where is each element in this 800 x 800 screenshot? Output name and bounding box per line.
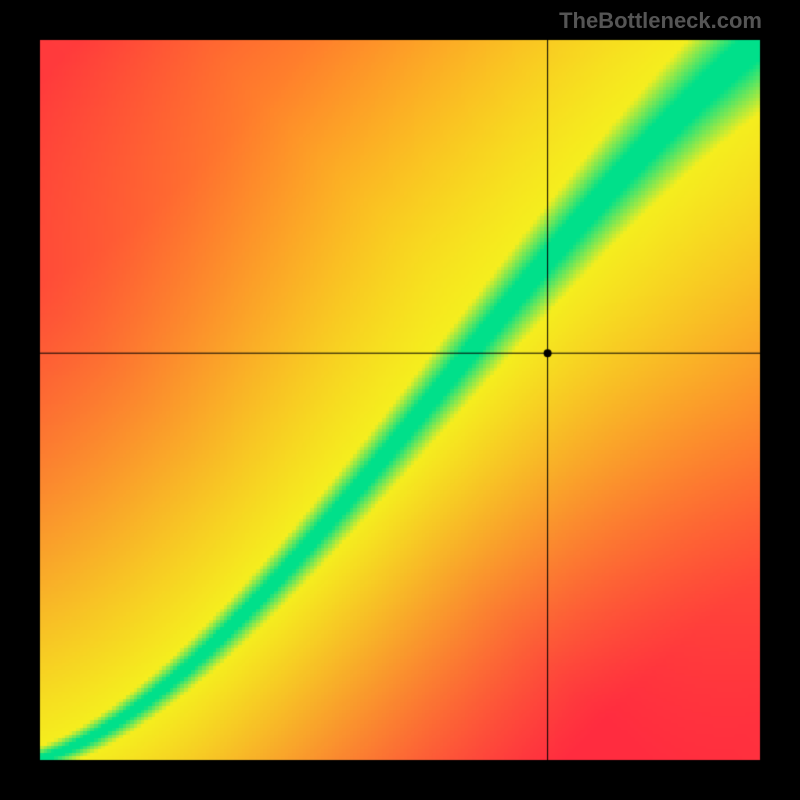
bottleneck-heatmap-canvas xyxy=(0,0,800,800)
chart-root: TheBottleneck.com xyxy=(0,0,800,800)
watermark-text: TheBottleneck.com xyxy=(559,8,762,34)
